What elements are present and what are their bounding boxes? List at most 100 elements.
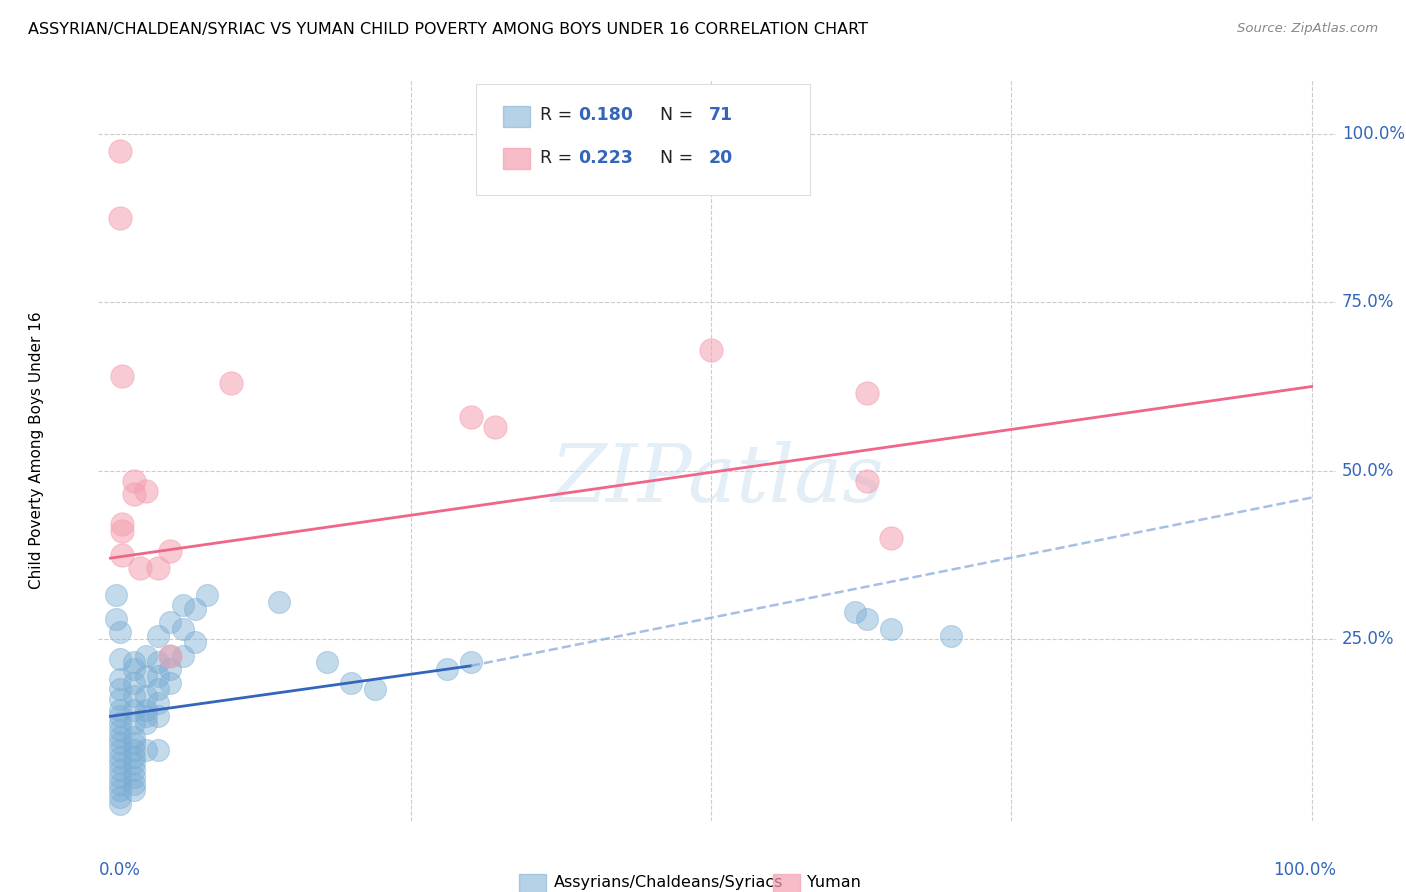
Point: [105, 612, 128, 626]
Point: [148, 669, 170, 683]
Text: 71: 71: [709, 106, 733, 124]
Text: ZIPatlas: ZIPatlas: [550, 442, 884, 519]
Point: [108, 749, 131, 764]
Point: [159, 615, 181, 629]
Point: [135, 669, 157, 683]
Point: [124, 656, 146, 670]
Point: [124, 675, 146, 690]
Text: Child Poverty Among Boys Under 16: Child Poverty Among Boys Under 16: [30, 311, 44, 590]
Text: 0.180: 0.180: [578, 106, 634, 124]
Text: 0.0%: 0.0%: [98, 862, 141, 880]
Point: [460, 409, 482, 424]
Point: [108, 790, 131, 805]
Point: [941, 629, 963, 643]
Point: [108, 756, 131, 771]
Point: [148, 682, 170, 697]
Text: 0.223: 0.223: [578, 149, 633, 167]
Point: [460, 656, 482, 670]
Point: [124, 776, 146, 791]
Text: Assyrians/Chaldeans/Syriacs: Assyrians/Chaldeans/Syriacs: [554, 875, 783, 890]
Point: [124, 689, 146, 703]
Point: [484, 420, 506, 434]
Point: [124, 743, 146, 757]
Point: [124, 703, 146, 717]
Point: [159, 662, 181, 676]
Point: [111, 517, 134, 532]
Point: [108, 625, 131, 640]
Point: [183, 635, 205, 649]
Point: [159, 648, 181, 663]
Point: [315, 656, 337, 670]
Point: [108, 783, 131, 797]
Text: ASSYRIAN/CHALDEAN/SYRIAC VS YUMAN CHILD POVERTY AMONG BOYS UNDER 16 CORRELATION : ASSYRIAN/CHALDEAN/SYRIAC VS YUMAN CHILD …: [28, 22, 868, 37]
Point: [339, 675, 361, 690]
Point: [856, 474, 879, 488]
Text: R =: R =: [540, 106, 578, 124]
Point: [129, 561, 152, 575]
Point: [108, 776, 131, 791]
Point: [111, 548, 134, 562]
Point: [124, 783, 146, 797]
FancyBboxPatch shape: [475, 84, 810, 195]
Point: [108, 797, 131, 811]
Point: [148, 709, 170, 723]
Text: N =: N =: [650, 106, 699, 124]
Point: [135, 483, 157, 498]
Point: [844, 605, 866, 619]
Point: [105, 588, 128, 602]
Point: [124, 474, 146, 488]
FancyBboxPatch shape: [773, 873, 800, 892]
Point: [124, 487, 146, 501]
Point: [880, 531, 903, 545]
Point: [108, 709, 131, 723]
Point: [148, 696, 170, 710]
Text: 100.0%: 100.0%: [1272, 862, 1336, 880]
Point: [135, 648, 157, 663]
Text: 20: 20: [709, 149, 733, 167]
Point: [135, 703, 157, 717]
Point: [124, 736, 146, 750]
Point: [436, 662, 458, 676]
Point: [880, 622, 903, 636]
Point: [159, 544, 181, 558]
Point: [135, 689, 157, 703]
Text: 25.0%: 25.0%: [1341, 630, 1395, 648]
Point: [108, 703, 131, 717]
Point: [219, 376, 242, 391]
Point: [135, 709, 157, 723]
Point: [108, 682, 131, 697]
Text: 50.0%: 50.0%: [1341, 462, 1395, 480]
Point: [195, 588, 218, 602]
Point: [148, 743, 170, 757]
Point: [159, 648, 181, 663]
Point: [108, 723, 131, 737]
Text: Yuman: Yuman: [807, 875, 862, 890]
Point: [124, 749, 146, 764]
Point: [108, 730, 131, 744]
Point: [124, 763, 146, 777]
Text: Source: ZipAtlas.com: Source: ZipAtlas.com: [1237, 22, 1378, 36]
Point: [108, 736, 131, 750]
Text: 75.0%: 75.0%: [1341, 293, 1395, 311]
Point: [856, 386, 879, 401]
Point: [124, 770, 146, 784]
Point: [108, 211, 131, 226]
Point: [148, 561, 170, 575]
Point: [108, 770, 131, 784]
Point: [183, 601, 205, 615]
Point: [124, 662, 146, 676]
Text: R =: R =: [540, 149, 578, 167]
FancyBboxPatch shape: [519, 873, 547, 892]
Point: [148, 629, 170, 643]
Point: [267, 595, 290, 609]
FancyBboxPatch shape: [503, 106, 530, 127]
Point: [172, 622, 194, 636]
Point: [159, 675, 181, 690]
Point: [135, 743, 157, 757]
Point: [124, 730, 146, 744]
Point: [172, 648, 194, 663]
Point: [856, 612, 879, 626]
Point: [111, 524, 134, 539]
Point: [108, 652, 131, 666]
Point: [135, 716, 157, 731]
